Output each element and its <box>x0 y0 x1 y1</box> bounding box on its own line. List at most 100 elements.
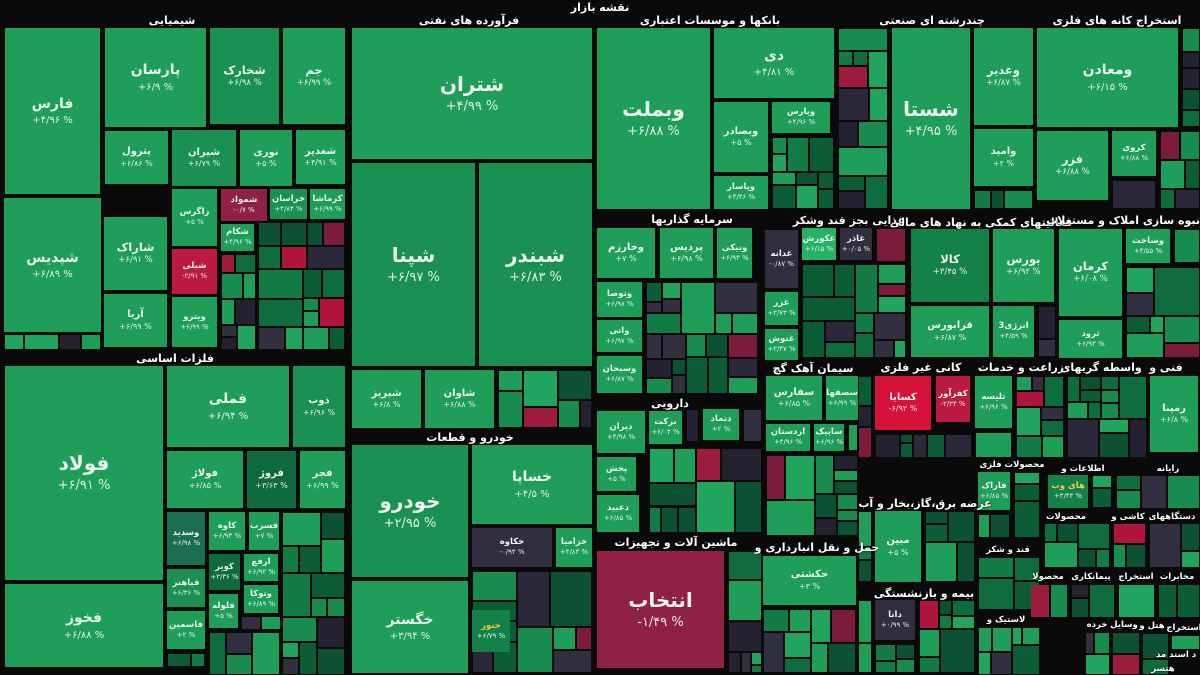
treemap-tile-small[interactable] <box>744 410 761 441</box>
treemap-tile-small[interactable] <box>237 326 255 349</box>
treemap-tile[interactable]: دانا +۰/۹۹ % <box>875 600 915 640</box>
treemap-tile-small[interactable] <box>715 283 757 313</box>
treemap-tile-small[interactable] <box>735 482 761 532</box>
treemap-tile-small[interactable] <box>751 652 761 665</box>
treemap-tile-small[interactable] <box>663 300 680 312</box>
treemap-tile-small[interactable] <box>859 377 871 406</box>
treemap-tile-small[interactable] <box>647 313 680 333</box>
treemap-tile-small[interactable] <box>732 314 757 333</box>
treemap-tile[interactable]: واتی +۶/۹۷ % <box>597 320 642 352</box>
treemap-tile-small[interactable] <box>1155 268 1199 316</box>
treemap-tile-small[interactable] <box>261 617 280 629</box>
treemap-tile-small[interactable] <box>1181 132 1199 159</box>
treemap-tile[interactable]: کفرآور -۲/۳۴ % <box>936 376 970 422</box>
treemap-tile[interactable]: تلیسه +۶/۹۶ % <box>975 376 1012 428</box>
treemap-tile-small[interactable] <box>1183 69 1199 88</box>
treemap-tile-small[interactable] <box>1120 377 1146 419</box>
treemap-tile-small[interactable] <box>60 335 81 349</box>
treemap-tile-small[interactable] <box>311 599 327 617</box>
treemap-tile-small[interactable] <box>524 371 557 406</box>
treemap-tile-small[interactable] <box>473 572 517 600</box>
treemap-tile[interactable]: های وب +۳/۴۴ % <box>1048 475 1088 508</box>
treemap-tile-small[interactable] <box>879 297 905 312</box>
treemap-tile[interactable]: انتخاب -۱/۴۹ % <box>597 551 724 668</box>
treemap-tile-small[interactable] <box>835 456 857 470</box>
treemap-tile[interactable]: فولاژ +۶/۸۵ % <box>167 451 243 508</box>
treemap-tile-small[interactable] <box>283 642 299 657</box>
treemap-tile-small[interactable] <box>859 601 871 642</box>
treemap-tile-small[interactable] <box>1161 160 1184 188</box>
treemap-tile-small[interactable] <box>835 471 857 481</box>
treemap-tile-small[interactable] <box>328 599 344 617</box>
treemap-tile-small[interactable] <box>1117 490 1140 508</box>
treemap-tile-small[interactable] <box>838 510 857 521</box>
treemap-tile[interactable]: کالا +۳/۴۵ % <box>911 229 989 302</box>
treemap-tile-small[interactable] <box>1178 585 1199 617</box>
treemap-tile-small[interactable] <box>897 660 914 672</box>
treemap-tile-small[interactable] <box>283 658 299 674</box>
treemap-tile-small[interactable] <box>879 285 905 296</box>
treemap-tile-small[interactable] <box>322 540 344 572</box>
treemap-tile[interactable]: کروی +۶/۸۸ % <box>1112 131 1156 176</box>
treemap-tile[interactable]: غکورش +۶/۱۵ % <box>802 228 836 260</box>
treemap-tile[interactable]: شمواد -۰/۷ % <box>221 189 267 221</box>
treemap-tile[interactable]: ساپیک +۶/۹۶ % <box>814 424 844 451</box>
treemap-tile[interactable]: شکام +۴/۹۶ % <box>221 224 254 251</box>
treemap-tile-small[interactable] <box>940 616 952 628</box>
treemap-tile[interactable]: شپدیس +۶/۸۹ % <box>4 198 101 332</box>
treemap-tile-small[interactable] <box>796 186 817 208</box>
treemap-tile-small[interactable] <box>1143 634 1168 659</box>
treemap-tile-small[interactable] <box>1068 420 1098 457</box>
treemap-tile-small[interactable] <box>318 618 344 647</box>
treemap-tile-small[interactable] <box>835 482 857 494</box>
treemap-tile[interactable]: دی +۴/۸۱ % <box>714 28 834 98</box>
treemap-tile-small[interactable] <box>859 121 887 146</box>
treemap-tile[interactable]: فزر +۶/۸۸ % <box>1037 131 1108 200</box>
treemap-tile[interactable]: غزر +۳/۷۳ % <box>765 292 798 325</box>
treemap-tile-small[interactable] <box>24 335 59 349</box>
treemap-tile-small[interactable] <box>675 449 695 483</box>
treemap-tile-small[interactable] <box>1004 191 1032 208</box>
treemap-tile[interactable]: غدانه -۰/۸۷ % <box>765 230 798 288</box>
treemap-tile-small[interactable] <box>856 334 874 357</box>
treemap-tile-small[interactable] <box>259 223 280 246</box>
treemap-tile-small[interactable] <box>895 340 905 357</box>
treemap-tile[interactable]: کرماشا +۶/۹۹ % <box>310 189 345 219</box>
treemap-tile[interactable]: نوری +۵ % <box>240 130 292 186</box>
treemap-tile-small[interactable] <box>1185 160 1199 188</box>
treemap-tile[interactable]: شاوان +۶/۸۸ % <box>425 370 494 428</box>
treemap-tile-small[interactable] <box>577 627 591 649</box>
treemap-tile[interactable]: فسرب +۷ % <box>249 512 279 550</box>
treemap-tile-small[interactable] <box>222 299 235 325</box>
treemap-tile-small[interactable] <box>1150 524 1181 567</box>
treemap-tile[interactable]: پردیس +۶/۹۸ % <box>660 228 713 278</box>
treemap-tile-small[interactable] <box>876 662 896 672</box>
treemap-tile-small[interactable] <box>499 371 523 390</box>
treemap-tile-small[interactable] <box>839 51 852 65</box>
treemap-tile-small[interactable] <box>767 500 814 535</box>
treemap-tile-small[interactable] <box>1039 307 1055 339</box>
treemap-tile-small[interactable] <box>1113 655 1139 674</box>
treemap-tile-small[interactable] <box>868 51 887 87</box>
treemap-tile-small[interactable] <box>818 172 833 188</box>
treemap-tile-small[interactable] <box>828 644 855 672</box>
treemap-tile-small[interactable] <box>876 435 899 457</box>
treemap-tile-small[interactable] <box>1086 654 1109 674</box>
treemap-tile[interactable]: خنور +۶/۷۹ % <box>472 610 510 652</box>
treemap-tile-small[interactable] <box>767 456 784 499</box>
treemap-tile-small[interactable] <box>945 435 971 457</box>
treemap-tile[interactable]: شیران +۶/۷۹ % <box>172 130 236 186</box>
treemap-tile[interactable]: ارفع +۶/۹۲ % <box>244 554 278 581</box>
treemap-tile-small[interactable] <box>1183 52 1199 68</box>
treemap-tile[interactable]: پارسان +۶/۹ % <box>105 28 206 127</box>
treemap-tile-small[interactable] <box>663 334 686 359</box>
treemap-tile-small[interactable] <box>303 327 329 349</box>
treemap-tile-small[interactable] <box>1017 377 1032 391</box>
treemap-tile-small[interactable] <box>773 186 795 208</box>
treemap-tile-small[interactable] <box>940 601 952 615</box>
treemap-tile-small[interactable] <box>1072 585 1088 597</box>
treemap-tile[interactable]: ومعادن +۶/۱۵ % <box>1037 28 1178 127</box>
treemap-tile-small[interactable] <box>307 223 322 246</box>
treemap-tile[interactable]: فولاد +۶/۹۱ % <box>5 366 163 580</box>
treemap-tile-small[interactable] <box>661 507 678 532</box>
